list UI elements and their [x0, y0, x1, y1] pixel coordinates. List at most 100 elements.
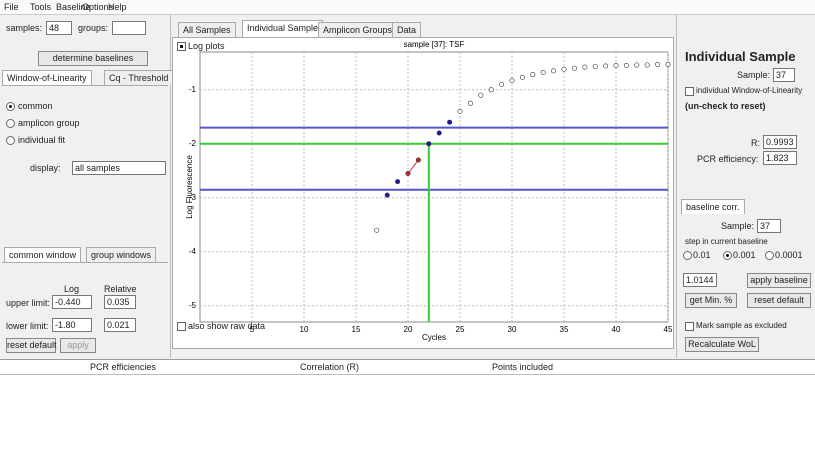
output: 1.823 — [763, 151, 797, 165]
checkbox[interactable] — [177, 42, 186, 51]
data-point — [519, 74, 525, 80]
data-point — [499, 81, 505, 87]
sample-input[interactable]: 37 — [757, 219, 781, 233]
label: 0.001 — [733, 250, 756, 260]
data-point — [613, 62, 619, 68]
input[interactable]: -1.80 — [52, 318, 92, 332]
data-point — [384, 192, 390, 198]
data-point — [405, 171, 411, 177]
button[interactable]: apply — [60, 338, 96, 353]
radio[interactable] — [6, 102, 15, 111]
radio[interactable] — [6, 136, 15, 145]
button[interactable]: get Min. % — [685, 293, 737, 308]
radio[interactable] — [723, 251, 732, 260]
radio[interactable] — [6, 119, 15, 128]
x-tick-label: 15 — [352, 325, 361, 334]
data-point — [623, 62, 629, 68]
button[interactable]: reset default — [6, 338, 57, 353]
divider — [2, 262, 168, 263]
data-point — [644, 62, 650, 68]
x-tick-label: 45 — [664, 325, 673, 334]
label: Log plots — [188, 41, 225, 51]
label: 0.0001 — [775, 250, 803, 260]
label: amplicon group — [18, 118, 80, 128]
data-point — [551, 68, 557, 74]
menu-item[interactable]: Tools — [30, 2, 52, 12]
label: step in current baseline — [685, 237, 768, 246]
label: (un-check to reset) — [685, 101, 766, 111]
panel-title: Individual Sample — [685, 49, 796, 64]
x-tick-label: 10 — [300, 325, 309, 334]
checkbox[interactable] — [177, 322, 186, 331]
tab[interactable]: group windows — [86, 247, 157, 262]
button[interactable]: Recalculate WoL — [685, 337, 759, 352]
data-point — [561, 66, 567, 72]
y-tick-label: -2 — [189, 139, 197, 148]
x-tick-label: 40 — [612, 325, 621, 334]
y-tick-label: -4 — [189, 247, 197, 256]
data-point — [582, 64, 588, 70]
y-tick-label: -5 — [189, 301, 197, 310]
data-point — [592, 64, 598, 70]
label: display: — [30, 163, 61, 173]
checkbox[interactable] — [685, 322, 694, 331]
label: individual fit — [18, 135, 66, 145]
label: Mark sample as excluded — [696, 321, 787, 330]
data-point — [447, 119, 453, 125]
right-panel: Individual Sample Sample: 37 individual … — [676, 15, 815, 358]
x-tick-label: 20 — [404, 325, 413, 334]
tab[interactable]: baseline corr. — [681, 199, 745, 214]
label: individual Window-of-Linearity — [696, 86, 803, 95]
data-point — [530, 72, 536, 78]
data-point — [467, 100, 473, 106]
sample-input[interactable]: 37 — [773, 68, 795, 82]
menu-item[interactable]: Baseline — [56, 2, 91, 12]
data-point — [415, 157, 421, 163]
label: lower limit: — [6, 321, 49, 331]
x-tick-label: 5 — [250, 325, 255, 334]
tab[interactable]: common window — [4, 247, 82, 262]
tab[interactable]: Window-of-Linearity — [2, 70, 92, 85]
data-point — [665, 61, 671, 67]
data-point — [509, 78, 515, 84]
label: groups: — [78, 23, 109, 33]
input[interactable]: 0.035 — [104, 295, 136, 309]
plot-area — [199, 51, 669, 323]
display-select[interactable]: all samples — [72, 161, 166, 175]
tab[interactable]: All Samples — [178, 22, 236, 37]
label: R: — [751, 138, 760, 148]
data-point — [571, 65, 577, 71]
section-label: Points included — [492, 362, 554, 372]
menu-item[interactable]: File — [4, 2, 19, 12]
menu-item[interactable]: Options — [82, 2, 114, 12]
label: upper limit: — [6, 298, 51, 308]
section-label: Correlation (R) — [300, 362, 360, 372]
label: Sample: — [737, 70, 771, 80]
tab[interactable]: Data — [392, 22, 422, 37]
input[interactable]: -0.440 — [52, 295, 92, 309]
y-tick-label: -3 — [189, 193, 197, 202]
menu-item[interactable]: Help — [108, 2, 127, 12]
data-point — [603, 63, 609, 69]
fit-line — [407, 159, 419, 174]
x-tick-label: 35 — [560, 325, 569, 334]
checkbox[interactable] — [685, 87, 694, 96]
button[interactable]: determine baselines — [38, 51, 148, 66]
radio[interactable] — [683, 251, 692, 260]
label: 0.01 — [693, 250, 711, 260]
data-point — [488, 87, 494, 93]
data-point — [540, 70, 546, 76]
samples-input[interactable]: 48 — [46, 21, 72, 35]
label: PCR efficiency: — [697, 154, 759, 164]
section-label: PCR efficiencies — [90, 362, 156, 372]
baseline-input[interactable]: 1.0144 — [683, 273, 717, 287]
button[interactable]: apply baseline — [747, 273, 811, 288]
data-point — [478, 92, 484, 98]
button[interactable]: reset default — [747, 293, 811, 308]
input[interactable]: 0.021 — [104, 318, 136, 332]
groups-input[interactable] — [112, 21, 146, 35]
radio[interactable] — [765, 251, 774, 260]
label: Log — [64, 284, 80, 294]
label: samples: — [6, 23, 43, 33]
data-point — [374, 227, 380, 233]
